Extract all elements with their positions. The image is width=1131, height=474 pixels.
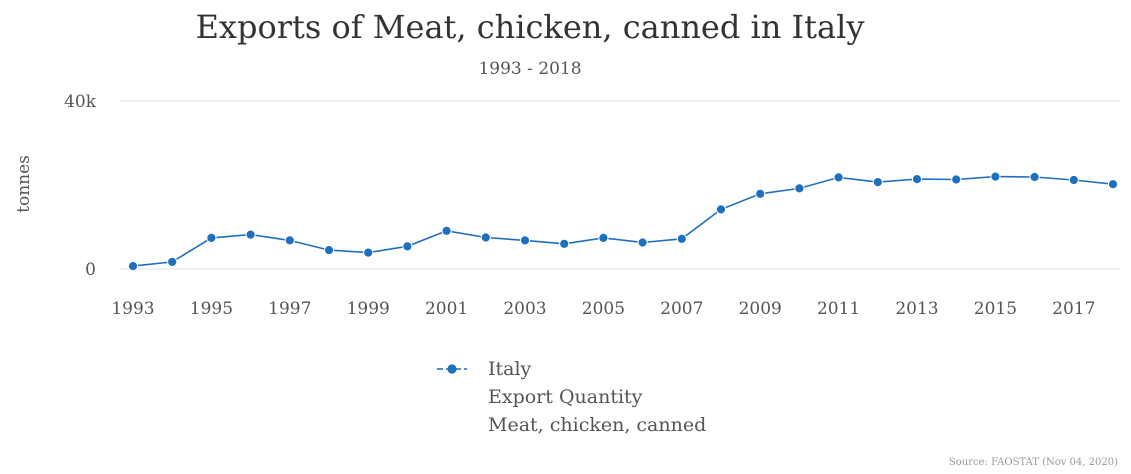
chart-title: Exports of Meat, chicken, canned in Ital…: [196, 8, 865, 46]
data-point[interactable]: [872, 177, 883, 188]
x-tick-label: 2011: [817, 299, 860, 319]
data-point[interactable]: [284, 235, 295, 246]
data-point[interactable]: [911, 174, 923, 185]
data-point[interactable]: [480, 232, 491, 243]
data-point[interactable]: [598, 232, 609, 243]
data-point[interactable]: [755, 188, 766, 199]
x-tick-label: 2009: [739, 299, 782, 319]
legend-label: Italy: [488, 358, 532, 380]
y-axis-ticks: 0 40k: [64, 92, 97, 280]
x-tick-label: 2013: [895, 299, 938, 319]
data-point[interactable]: [637, 237, 648, 248]
data-point[interactable]: [167, 256, 178, 267]
x-tick-label: 2005: [582, 299, 625, 319]
grid-lines: [120, 100, 1120, 270]
data-point[interactable]: [676, 233, 687, 244]
data-point[interactable]: [519, 235, 531, 246]
source-note: Source: FAOSTAT (Nov 04, 2020): [949, 457, 1118, 468]
data-point[interactable]: [1029, 171, 1040, 183]
x-tick-label: 1993: [111, 299, 154, 319]
legend-label: Meat, chicken, canned: [488, 414, 706, 436]
data-point[interactable]: [441, 225, 452, 236]
x-tick-label: 1999: [347, 299, 390, 319]
y-tick-label: 40k: [64, 92, 97, 112]
x-tick-label: 2015: [974, 299, 1017, 319]
legend-label: Export Quantity: [488, 386, 643, 408]
chart-subtitle: 1993 - 2018: [478, 59, 581, 79]
legend[interactable]: Italy Export Quantity Meat, chicken, canne…: [437, 358, 706, 436]
x-tick-label: 2007: [660, 299, 703, 319]
series-line: [132, 175, 1114, 267]
data-point[interactable]: [1068, 174, 1079, 186]
data-point[interactable]: [1107, 179, 1119, 190]
data-point[interactable]: [559, 238, 570, 249]
data-point[interactable]: [833, 172, 844, 183]
data-point[interactable]: [127, 261, 139, 272]
data-point[interactable]: [323, 245, 335, 256]
data-point[interactable]: [794, 183, 805, 194]
series-layer: [127, 171, 1119, 272]
data-point[interactable]: [951, 174, 962, 185]
data-point[interactable]: [206, 232, 217, 243]
data-point[interactable]: [363, 247, 374, 258]
y-axis-label: tonnes: [14, 155, 34, 213]
y-tick-label: 0: [85, 260, 96, 280]
data-point[interactable]: [245, 229, 256, 240]
x-tick-label: 1995: [190, 299, 233, 319]
x-tick-label: 2001: [425, 299, 468, 319]
legend-point-marker: [447, 364, 457, 374]
data-point[interactable]: [715, 204, 727, 215]
data-point[interactable]: [990, 171, 1001, 182]
x-tick-label: 2017: [1052, 299, 1095, 319]
x-tick-label: 1997: [268, 299, 311, 319]
data-point[interactable]: [402, 241, 413, 252]
x-tick-label: 2003: [503, 299, 546, 319]
x-axis-ticks: 1993 1995 1997 1999 2001 2003 2005 2007 2009 2011…: [111, 299, 1095, 319]
